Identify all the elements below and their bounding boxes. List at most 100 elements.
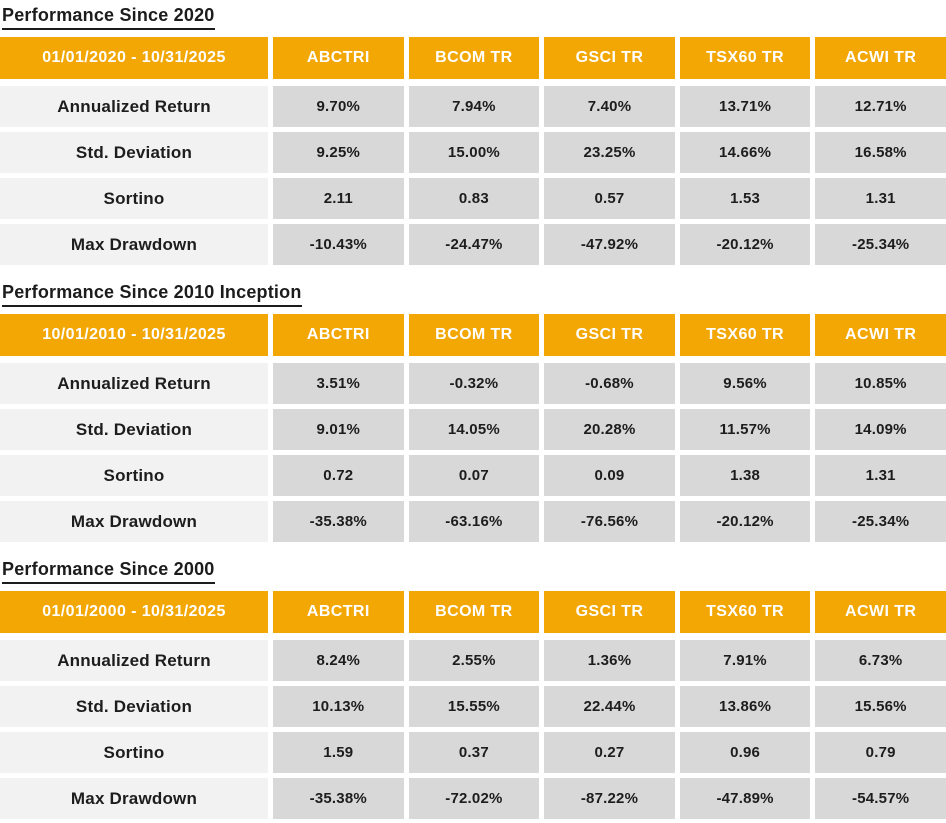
table-header-row: 10/01/2010 - 10/31/2025 ABCTRI BCOM TR G… — [0, 314, 946, 356]
metric-value: 8.24% — [273, 640, 404, 681]
metric-value: -24.47% — [408, 224, 540, 265]
table-header-row: 01/01/2020 - 10/31/2025 ABCTRI BCOM TR G… — [0, 37, 946, 79]
metric-label: Annualized Return — [0, 363, 268, 404]
metric-value: 0.57 — [544, 178, 675, 219]
metric-value: 2.55% — [408, 640, 540, 681]
date-range-header: 10/01/2010 - 10/31/2025 — [0, 314, 268, 356]
column-header: GSCI TR — [544, 314, 675, 356]
metric-value: -87.22% — [544, 778, 675, 819]
metric-value: 11.57% — [679, 409, 811, 450]
metric-value: 0.27 — [544, 732, 675, 773]
metric-value: 1.31 — [815, 178, 946, 219]
metric-value: 15.55% — [408, 686, 540, 727]
metric-value: 15.56% — [815, 686, 946, 727]
metric-label: Std. Deviation — [0, 686, 268, 727]
metric-value: -72.02% — [408, 778, 540, 819]
metric-label: Std. Deviation — [0, 132, 268, 173]
metric-value: 13.86% — [679, 686, 811, 727]
metric-value: 14.05% — [408, 409, 540, 450]
table-row: Annualized Return 3.51% -0.32% -0.68% 9.… — [0, 363, 946, 404]
metric-value: -25.34% — [815, 501, 946, 542]
metric-value: 7.40% — [544, 86, 675, 127]
metric-label: Sortino — [0, 455, 268, 496]
metric-value: 14.09% — [815, 409, 946, 450]
column-header: BCOM TR — [408, 591, 540, 633]
column-header: ABCTRI — [273, 37, 404, 79]
column-header: GSCI TR — [544, 591, 675, 633]
table-row: Max Drawdown -35.38% -72.02% -87.22% -47… — [0, 778, 946, 819]
metric-label: Sortino — [0, 178, 268, 219]
metric-value: 7.94% — [408, 86, 540, 127]
metric-value: 23.25% — [544, 132, 675, 173]
metric-value: 0.96 — [679, 732, 811, 773]
metric-value: 1.31 — [815, 455, 946, 496]
table-row: Std. Deviation 9.01% 14.05% 20.28% 11.57… — [0, 409, 946, 450]
section-title: Performance Since 2000 — [2, 558, 946, 584]
metric-value: 10.13% — [273, 686, 404, 727]
metric-value: 0.79 — [815, 732, 946, 773]
metric-value: 1.59 — [273, 732, 404, 773]
metric-value: 10.85% — [815, 363, 946, 404]
metric-value: 9.70% — [273, 86, 404, 127]
metric-value: 1.36% — [544, 640, 675, 681]
metric-label: Sortino — [0, 732, 268, 773]
table-row: Annualized Return 9.70% 7.94% 7.40% 13.7… — [0, 86, 946, 127]
section-since-2000: Performance Since 2000 01/01/2000 - 10/3… — [0, 558, 946, 819]
metric-value: -20.12% — [679, 501, 811, 542]
metric-label: Max Drawdown — [0, 224, 268, 265]
column-header: TSX60 TR — [679, 591, 811, 633]
table-header-row: 01/01/2000 - 10/31/2025 ABCTRI BCOM TR G… — [0, 591, 946, 633]
metric-value: -47.89% — [679, 778, 811, 819]
table-row: Sortino 1.59 0.37 0.27 0.96 0.79 — [0, 732, 946, 773]
table-row: Annualized Return 8.24% 2.55% 1.36% 7.91… — [0, 640, 946, 681]
metric-value: 0.72 — [273, 455, 404, 496]
metric-value: 9.25% — [273, 132, 404, 173]
metric-value: -35.38% — [273, 501, 404, 542]
metric-value: 0.83 — [408, 178, 540, 219]
metric-value: 14.66% — [679, 132, 811, 173]
metric-value: -54.57% — [815, 778, 946, 819]
table-row: Max Drawdown -10.43% -24.47% -47.92% -20… — [0, 224, 946, 265]
metric-value: 9.56% — [679, 363, 811, 404]
table-row: Sortino 0.72 0.07 0.09 1.38 1.31 — [0, 455, 946, 496]
metric-value: 7.91% — [679, 640, 811, 681]
section-title: Performance Since 2020 — [2, 4, 946, 30]
metric-label: Max Drawdown — [0, 501, 268, 542]
metric-value: 20.28% — [544, 409, 675, 450]
column-header: TSX60 TR — [679, 314, 811, 356]
metric-value: 9.01% — [273, 409, 404, 450]
metric-value: 2.11 — [273, 178, 404, 219]
metric-value: 6.73% — [815, 640, 946, 681]
performance-table: 01/01/2000 - 10/31/2025 ABCTRI BCOM TR G… — [0, 591, 946, 819]
column-header: ABCTRI — [273, 591, 404, 633]
metric-value: -47.92% — [544, 224, 675, 265]
performance-table: 01/01/2020 - 10/31/2025 ABCTRI BCOM TR G… — [0, 37, 946, 265]
metric-label: Annualized Return — [0, 640, 268, 681]
column-header: BCOM TR — [408, 314, 540, 356]
metric-label: Annualized Return — [0, 86, 268, 127]
table-row: Sortino 2.11 0.83 0.57 1.53 1.31 — [0, 178, 946, 219]
table-row: Max Drawdown -35.38% -63.16% -76.56% -20… — [0, 501, 946, 542]
metric-value: 16.58% — [815, 132, 946, 173]
table-row: Std. Deviation 9.25% 15.00% 23.25% 14.66… — [0, 132, 946, 173]
metric-value: 0.07 — [408, 455, 540, 496]
metric-value: 0.09 — [544, 455, 675, 496]
column-header: BCOM TR — [408, 37, 540, 79]
date-range-header: 01/01/2000 - 10/31/2025 — [0, 591, 268, 633]
column-header: GSCI TR — [544, 37, 675, 79]
metric-value: 15.00% — [408, 132, 540, 173]
metric-value: 3.51% — [273, 363, 404, 404]
section-since-2020: Performance Since 2020 01/01/2020 - 10/3… — [0, 4, 946, 265]
metric-value: -0.32% — [408, 363, 540, 404]
metric-value: 0.37 — [408, 732, 540, 773]
metric-value: 13.71% — [679, 86, 811, 127]
section-title: Performance Since 2010 Inception — [2, 281, 946, 307]
metric-value: -25.34% — [815, 224, 946, 265]
date-range-header: 01/01/2020 - 10/31/2025 — [0, 37, 268, 79]
metric-value: -63.16% — [408, 501, 540, 542]
section-title-text: Performance Since 2010 Inception — [2, 281, 302, 307]
column-header: ACWI TR — [815, 591, 946, 633]
metric-value: -20.12% — [679, 224, 811, 265]
metric-value: 1.38 — [679, 455, 811, 496]
